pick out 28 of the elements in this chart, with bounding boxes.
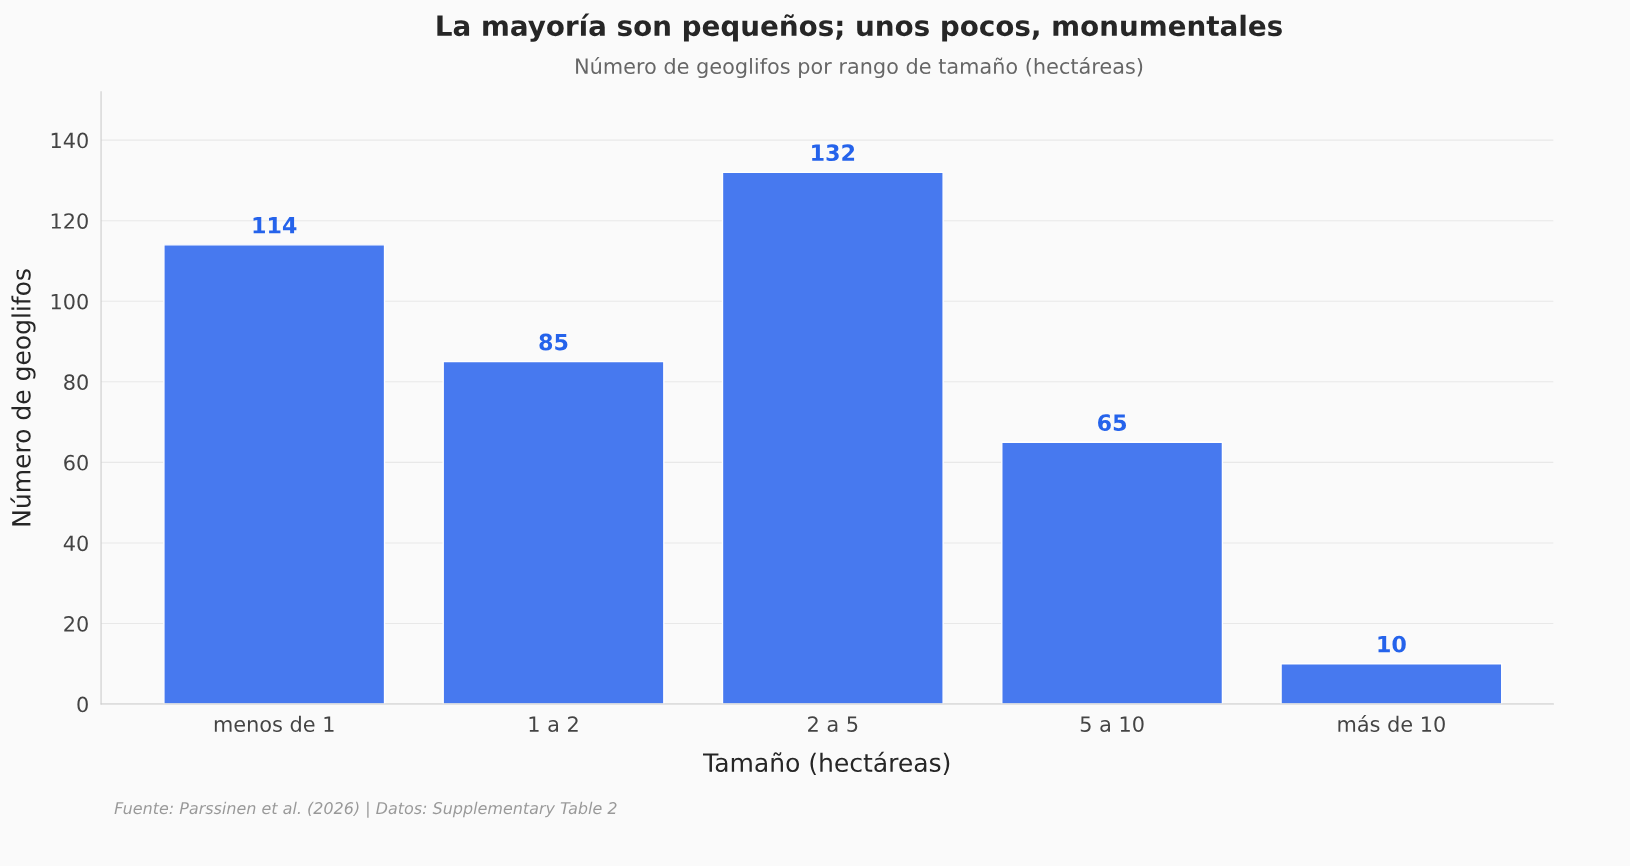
y-axis-title: Número de geoglifos [10,269,36,526]
y-tick-label: 20 [64,615,88,632]
data-label: 132 [812,144,855,162]
bar [1001,441,1224,705]
x-tick-label: más de 10 [1338,715,1445,732]
chart-title: La mayoría son pequeños; unos pocos, monumentales [437,13,1282,42]
data-label: 65 [1098,414,1127,431]
x-tick-label: menos de 1 [214,715,334,732]
x-tick-label: 1 a 2 [529,716,578,732]
source-note: Fuente: Parssinen et al. (2026) | Datos: Supplementary Table 2 [114,801,617,818]
x-axis-title: Tamaño (hectáreas) [703,751,950,775]
data-label: 85 [539,333,568,351]
data-label: 10 [1378,635,1406,653]
bar [163,244,386,705]
y-tick-label: 60 [64,454,88,471]
x-tick-label: 5 a 10 [1080,716,1144,732]
y-tick-label: 40 [63,535,88,552]
x-tick-label: 2 a 5 [808,716,858,732]
chart-subtitle: Número de geoglifos por rango de tamaño (hectáreas) [576,57,1143,79]
y-tick-label: 120 [51,213,88,229]
bar [721,171,944,705]
bar [1280,663,1503,705]
y-tick-label: 0 [77,696,88,713]
y-tick-label: 80 [64,374,88,391]
bar [442,360,665,705]
data-label: 114 [253,217,297,234]
y-tick-label: 100 [51,293,88,310]
y-tick-label: 140 [51,132,88,149]
